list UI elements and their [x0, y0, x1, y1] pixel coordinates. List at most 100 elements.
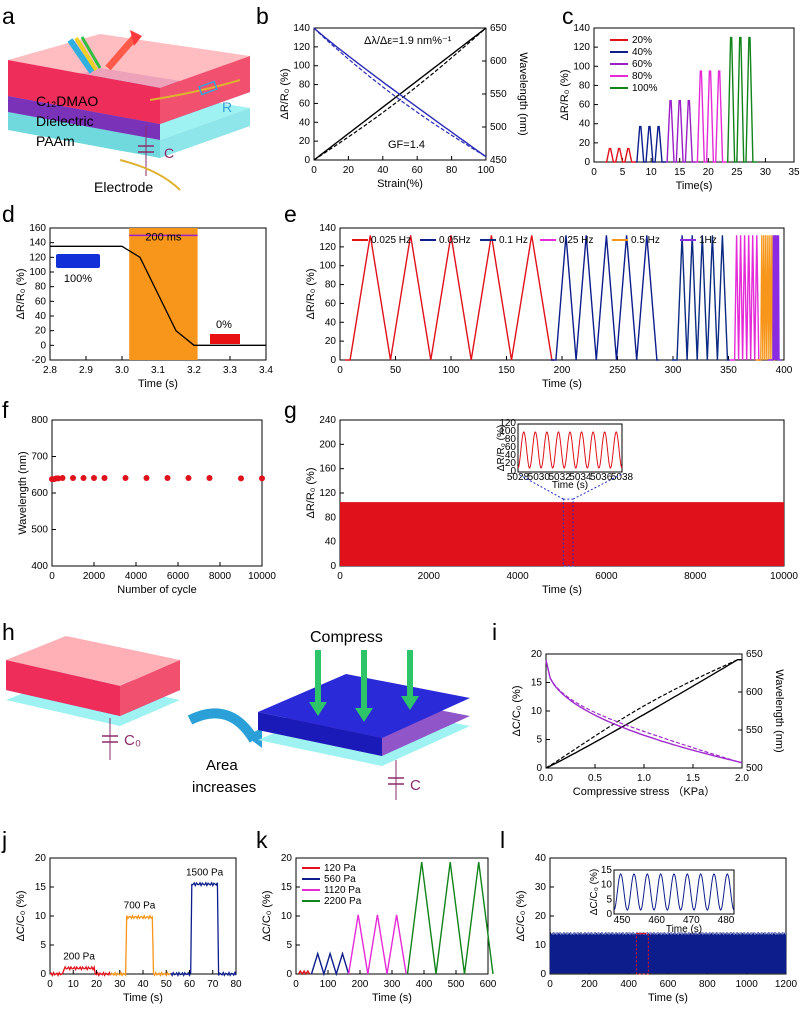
panel-k-ytick-label: 20 [281, 853, 293, 864]
panel-g-ytick-label: 0 [330, 561, 336, 572]
panel-j-xtick-label: 80 [230, 979, 242, 990]
g-inset-ytick: 120 [499, 418, 516, 429]
panel-b-xtick-label: 40 [377, 165, 389, 176]
resistor-label: R [222, 99, 232, 115]
f-data-point [206, 475, 213, 482]
g-inset-ytick: 0 [510, 466, 516, 477]
panel-k-ytick-label: 15 [281, 882, 293, 893]
panel-k-xtick-label: 300 [384, 979, 401, 990]
g-inset-xtick: 5030 [528, 472, 551, 483]
c-series-0 [605, 147, 636, 163]
e-series-4 [755, 235, 775, 361]
panel-e-frame [339, 227, 785, 361]
c-legend-label: 100% [632, 83, 658, 94]
panel-d-xtick-label: 3.0 [115, 365, 129, 376]
k-legend-label: 120 Pa [324, 863, 356, 874]
layer-label-paam: PAAm [36, 133, 75, 149]
panel-i-xtick-label: 0.0 [539, 773, 553, 784]
l-inset-ytick: 0 [606, 909, 612, 920]
d-span-region [129, 228, 198, 360]
panel-g-xtick-label: 2000 [418, 571, 441, 582]
h-area-label-2: increases [192, 779, 256, 796]
panel-j-ylabel: ΔC/C₀ (%) [15, 890, 27, 941]
d-end-label: 0% [216, 319, 232, 331]
panel-l-xtick-label: 200 [581, 979, 598, 990]
panel-d-xtick-label: 2.8 [43, 365, 57, 376]
panel-c-frame [593, 27, 795, 163]
panel-c-ytick-label: 80 [579, 80, 591, 91]
panel-g-xtick-label: 8000 [684, 571, 707, 582]
panel-j-ytick-label: 10 [35, 911, 47, 922]
panel-l-ytick-label: 0 [540, 969, 546, 980]
panel-letter-a: a [2, 3, 15, 29]
panel-j-xtick-label: 70 [207, 979, 219, 990]
f-data-point [70, 475, 76, 482]
panel-c-xtick-label: 15 [674, 167, 686, 178]
k-series-3 [406, 862, 494, 975]
panel-e-ylabel: ΔR/R₀ (%) [305, 268, 317, 319]
f-data-point [259, 475, 265, 482]
panel-i-ytick-label: 20 [531, 649, 543, 660]
c12dmao-layer-front [8, 60, 160, 124]
h-c0-label: C₀ [124, 732, 141, 749]
h-arrow-head-icon [246, 728, 262, 748]
panel-i-axes: 0.0 0.5 1.0 1.5 2.0 0 5 10 15 20 Compressive stres… [511, 649, 785, 798]
compress-arrowhead-1 [309, 702, 327, 716]
panel-e-xtick-label: 50 [390, 365, 402, 376]
d-series-response [50, 245, 266, 346]
panel-b-ytick-label: 60 [299, 98, 311, 109]
i-series-wavelength-load [545, 660, 743, 764]
g-inset-xtick: 5034 [569, 472, 592, 483]
panel-d-xtick-label: 3.1 [151, 365, 165, 376]
panel-l-ytick-label: 10 [535, 940, 547, 951]
panel-b-ytick-label: 40 [299, 117, 311, 128]
f-data-point [122, 475, 129, 482]
panel-c-xtick-label: 35 [788, 167, 800, 178]
j-series-label: 700 Pa [124, 900, 156, 911]
panel-e-xtick-label: 0 [337, 365, 343, 376]
f-data-point [59, 475, 66, 482]
panel-d-xtick-label: 3.2 [187, 365, 201, 376]
e-series-5 [767, 235, 781, 361]
panel-g-xtick-label: 10000 [770, 571, 798, 582]
panel-letter-g: g [284, 397, 297, 423]
h-left-front [6, 660, 120, 716]
panel-f-xtick-label: 2000 [83, 571, 106, 582]
panel-b-ytick-label: 20 [299, 136, 311, 147]
panel-g-ytick-label: 200 [319, 439, 336, 450]
l-inset-series [613, 873, 735, 911]
panel-i-y2tick-label: 600 [746, 687, 763, 698]
panel-c-ylabel: ΔR/R₀ (%) [559, 69, 571, 120]
panel-b-ytick-label: 80 [299, 80, 311, 91]
charts-layer: 0 20 40 60 80 100020406080100120140Strain(%)Δ… [15, 23, 800, 1004]
panel-d-xtick-label: 3.3 [223, 365, 237, 376]
panel-j-ytick-label: 5 [40, 940, 46, 951]
panel-c-ytick-label: 60 [579, 100, 591, 111]
panel-e-ytick-label: 0 [330, 355, 336, 366]
panel-d-ytick-label: 100 [29, 267, 46, 278]
l-inset-ylabel: ΔC/C₀ (%) [589, 869, 600, 915]
panel-j-xtick-label: 50 [161, 979, 173, 990]
panel-i-y2tick-label: 550 [746, 725, 763, 736]
panel-i-ytick-label: 5 [536, 735, 542, 746]
g-inset-ylabel: ΔR/R₀ (%) [496, 425, 507, 471]
l-zoom-arrow-icon [637, 932, 647, 935]
k-series-1 [310, 951, 350, 977]
panel-k-axes: 0 100 200 300 400 500 600 0 5 10 15 20 Time (s) ΔC/C₀… [261, 853, 497, 1004]
panel-e-xtick-label: 400 [776, 365, 793, 376]
layer-label-dielectric: Dielectric [36, 113, 94, 129]
panel-letter-b: b [256, 3, 269, 29]
b-slope-annotation: Δλ/Δε=1.9 nm%⁻¹ [364, 35, 452, 47]
panel-f-xtick-label: 10000 [248, 571, 276, 582]
j-series-2 [170, 881, 237, 978]
h-left-side [120, 660, 180, 716]
panel-l-ytick-label: 30 [535, 882, 547, 893]
c-series-4 [726, 36, 757, 163]
g-inset-xlabel: Time (s) [552, 480, 588, 491]
panel-l-ylabel: ΔC/C₀ (%) [515, 890, 527, 941]
panel-l-ytick-label: 40 [535, 853, 547, 864]
i-series-capacitance-unload [545, 659, 742, 769]
l-inset-xtick: 470 [683, 915, 700, 926]
f-data-point [238, 475, 244, 482]
panel-j-xtick-label: 30 [114, 979, 126, 990]
